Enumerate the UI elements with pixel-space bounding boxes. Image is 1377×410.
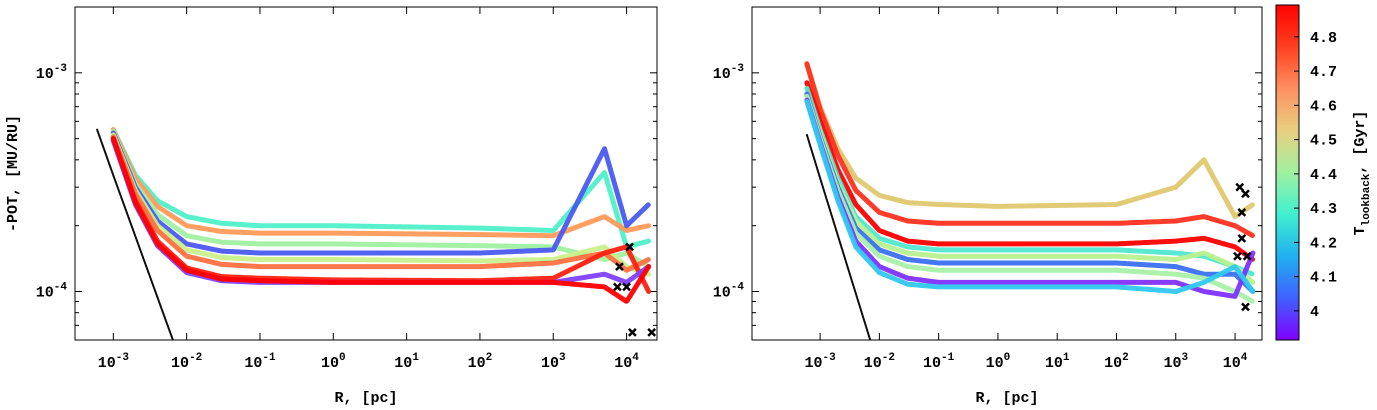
series-group (804, 61, 1256, 340)
x-tick-label: 10-3 (804, 352, 836, 372)
x-tick-label: 104 (614, 352, 639, 372)
plot-frame (74, 6, 658, 341)
x-marker (1237, 208, 1247, 217)
data-curve (804, 61, 1256, 239)
series-group (96, 127, 657, 340)
data-curve (110, 134, 652, 273)
data-curve (96, 128, 174, 340)
x-marker (647, 328, 657, 337)
plot-frame (751, 6, 1263, 341)
x-tick-label: 10-3 (98, 352, 130, 372)
colorbar-label-part: T (1352, 226, 1369, 235)
data-curve (804, 80, 1256, 262)
colorbar (1275, 4, 1300, 341)
y-tick-label: 10-4 (36, 281, 68, 301)
x-tick-label: 100 (986, 352, 1011, 372)
x-tick-label: 101 (394, 352, 419, 372)
colorbar-tick-label: 4.2 (1310, 235, 1337, 252)
colorbar-label: Tlookback, [Gyr] (1352, 111, 1373, 236)
x-marker (1241, 302, 1250, 312)
x-marker (1237, 233, 1247, 243)
x-marker (1241, 189, 1250, 199)
data-curve (804, 98, 1256, 294)
x-marker (613, 282, 622, 292)
y-tick-label: 10-3 (713, 63, 745, 83)
x-tick-label: 102 (468, 352, 493, 372)
data-curve (804, 61, 1256, 220)
colorbar-tick-label: 4.8 (1310, 30, 1337, 47)
x-tick-label: 104 (1223, 352, 1248, 372)
x-marker (1242, 251, 1252, 261)
data-curve (110, 127, 652, 250)
colorbar-label-part: , [Gyr] (1352, 111, 1369, 174)
x-marker (622, 282, 631, 292)
x-tick-label: 102 (1104, 352, 1129, 372)
colorbar-tick-label: 4.1 (1310, 270, 1337, 287)
x-tick-label: 103 (1163, 352, 1188, 372)
x-tick-label: 10-2 (864, 352, 895, 372)
y-tick-label: 10-3 (36, 63, 68, 83)
x-tick-label: 10-2 (171, 352, 202, 372)
y-axis-label: -POT, [MU/RU] (5, 115, 22, 232)
colorbar-tick-label: 4 (1310, 304, 1319, 321)
colorbar-label-part: lookback (1361, 173, 1373, 226)
x-marker (615, 262, 624, 271)
data-curve (110, 127, 652, 239)
colorbar-tick-label: 4.4 (1310, 167, 1337, 184)
data-curve (110, 136, 652, 304)
x-marker (627, 328, 637, 337)
x-axis-label: R, [pc] (975, 390, 1038, 407)
x-tick-label: 10-1 (923, 352, 955, 372)
x-tick-label: 101 (1045, 352, 1070, 372)
colorbar-tick-label: 4.5 (1310, 133, 1337, 150)
x-tick-label: 100 (321, 352, 346, 372)
x-marker (1235, 182, 1245, 192)
y-tick-label: 10-4 (713, 281, 745, 301)
x-marker (1233, 251, 1242, 261)
colorbar-tick-label: 4.3 (1310, 201, 1337, 218)
data-curve (805, 133, 872, 340)
colorbar-tick-label: 4.6 (1310, 98, 1337, 115)
colorbar-tick-label: 4.7 (1310, 64, 1337, 81)
x-axis-label: R, [pc] (334, 390, 397, 407)
x-tick-label: 103 (541, 352, 566, 372)
x-tick-label: 10-1 (244, 352, 276, 372)
x-marker (625, 242, 634, 252)
